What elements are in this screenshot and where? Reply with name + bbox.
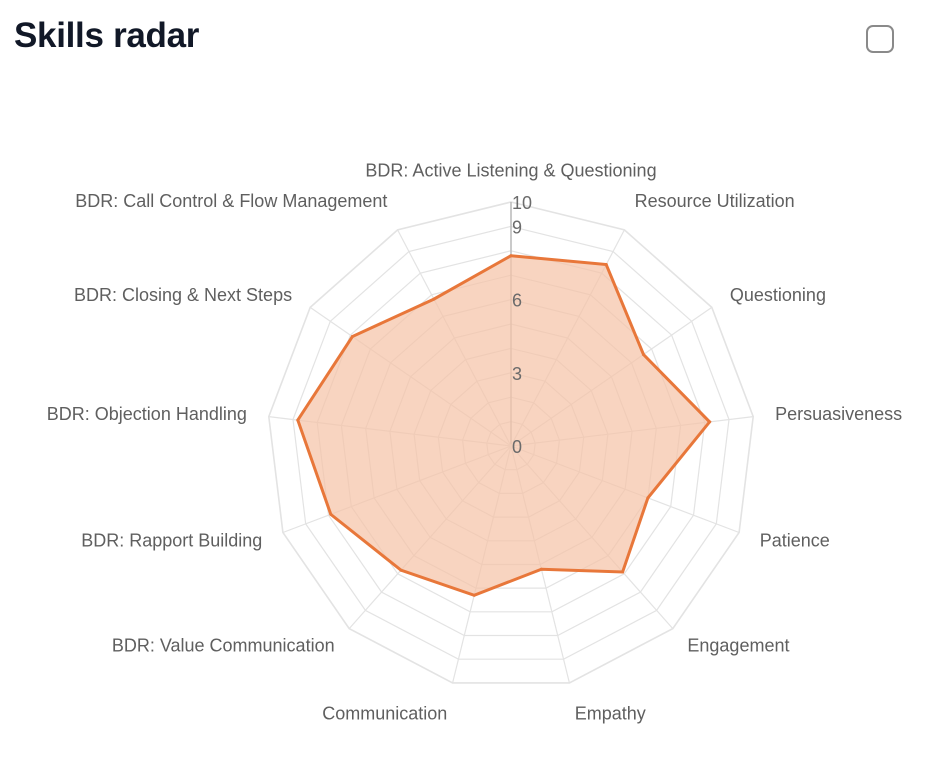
data-point (646, 496, 650, 500)
axis-label: Empathy (575, 704, 646, 724)
data-point (472, 593, 476, 597)
data-point (604, 263, 608, 266)
grid-ring (292, 225, 730, 660)
radial-tick-label: 3 (512, 364, 522, 384)
data-point (296, 418, 300, 422)
axis-label: Communication (322, 704, 447, 724)
data-point (432, 297, 436, 301)
axis-label: BDR: Objection Handling (47, 404, 247, 424)
data-point (350, 335, 354, 338)
data-point (329, 512, 333, 516)
axis-label: BDR: Closing & Next Steps (74, 285, 292, 305)
data-point (509, 254, 513, 258)
axis-label: Patience (760, 531, 830, 551)
axis-label: Persuasiveness (775, 404, 902, 424)
chart-header: Skills radar (0, 0, 934, 84)
data-point (399, 568, 403, 572)
tick-labels: 0 3 6 9 10 (512, 193, 532, 457)
radial-tick-label: 0 (512, 437, 522, 457)
data-point (539, 567, 543, 571)
axis-label: BDR: Call Control & Flow Management (75, 191, 387, 211)
radial-tick-label: 6 (512, 291, 522, 311)
axis-labels: BDR: Active Listening & Questioning Resou… (47, 160, 902, 723)
data-point (621, 570, 625, 574)
radial-tick-label: 10 (512, 193, 532, 213)
page-title: Skills radar (14, 16, 200, 55)
data-point (708, 420, 712, 424)
axis-label: BDR: Active Listening & Questioning (365, 160, 656, 180)
axis-label: Resource Utilization (635, 191, 795, 211)
axis-label: Engagement (687, 635, 789, 655)
data-point (642, 353, 645, 356)
radar-series (296, 254, 712, 597)
grid-ring (267, 201, 755, 684)
radial-tick-label: 9 (512, 217, 522, 237)
axis-label: Questioning (730, 285, 826, 305)
axis-label: BDR: Rapport Building (81, 531, 262, 551)
axis-label: BDR: Value Communication (112, 635, 335, 655)
series-area (296, 254, 712, 597)
select-checkbox[interactable] (866, 25, 894, 53)
